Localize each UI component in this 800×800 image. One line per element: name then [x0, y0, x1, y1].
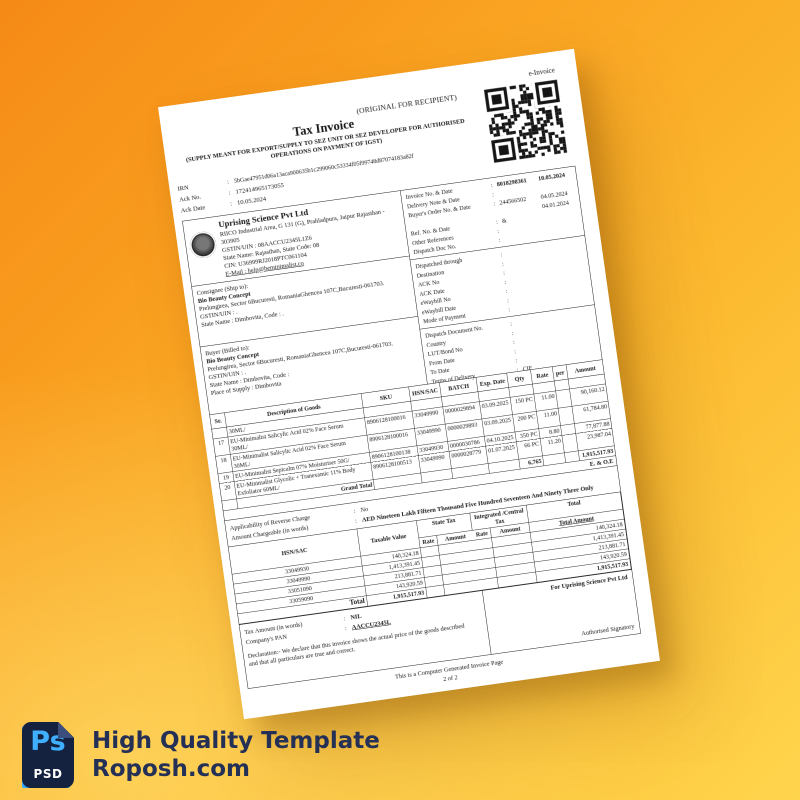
gt-per: [564, 451, 580, 463]
colon: :: [507, 305, 511, 313]
company-seal-logo: [188, 230, 218, 260]
invoice-body: Uprising Science Pvt Ltd RIICO Industria…: [182, 165, 642, 689]
meta-date: [569, 206, 577, 216]
brand-text-block: High Quality Template Roposh.com: [92, 727, 380, 783]
psd-format-label: PSD: [33, 767, 63, 781]
folded-corner-icon: [58, 722, 74, 738]
brand-tagline: High Quality Template: [92, 727, 380, 754]
colon: :: [498, 236, 501, 244]
brand-site: Roposh.com: [92, 756, 250, 782]
meta-value: &: [501, 216, 508, 225]
photoshop-psd-badge: Ps PSD: [22, 722, 74, 788]
parties-left-column: Uprising Science Pvt Ltd RIICO Industria…: [182, 190, 428, 415]
invoice-paper-mockup: e-Invoice (ORIGINAL FOR RECIPIENT) Tax I…: [158, 48, 660, 720]
parties-right-column: Invoice No. & Date:8018298361 10.05.2024 …: [400, 166, 602, 385]
invoice-sheet: e-Invoice (ORIGINAL FOR RECIPIENT) Tax I…: [158, 49, 660, 719]
branding-footer: Ps PSD High Quality Template Roposh.com: [22, 722, 380, 788]
qr-code: [480, 76, 571, 167]
meta-value: [500, 207, 501, 216]
